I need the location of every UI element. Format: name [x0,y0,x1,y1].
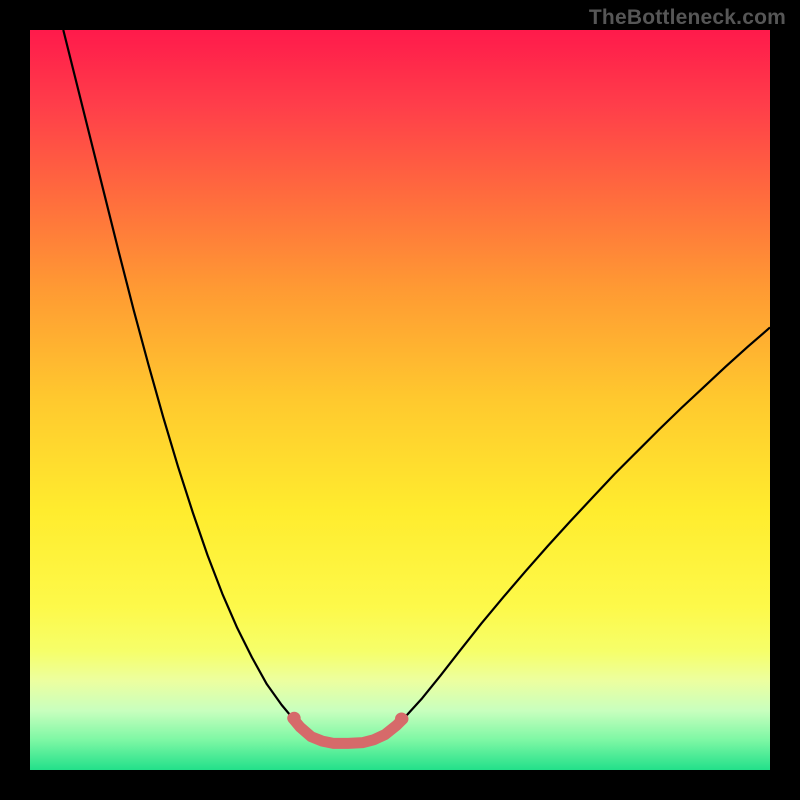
watermark-text: TheBottleneck.com [589,6,786,30]
chart-frame: TheBottleneck.com [0,0,800,800]
gradient-background [30,30,770,770]
plot-svg [0,0,800,800]
